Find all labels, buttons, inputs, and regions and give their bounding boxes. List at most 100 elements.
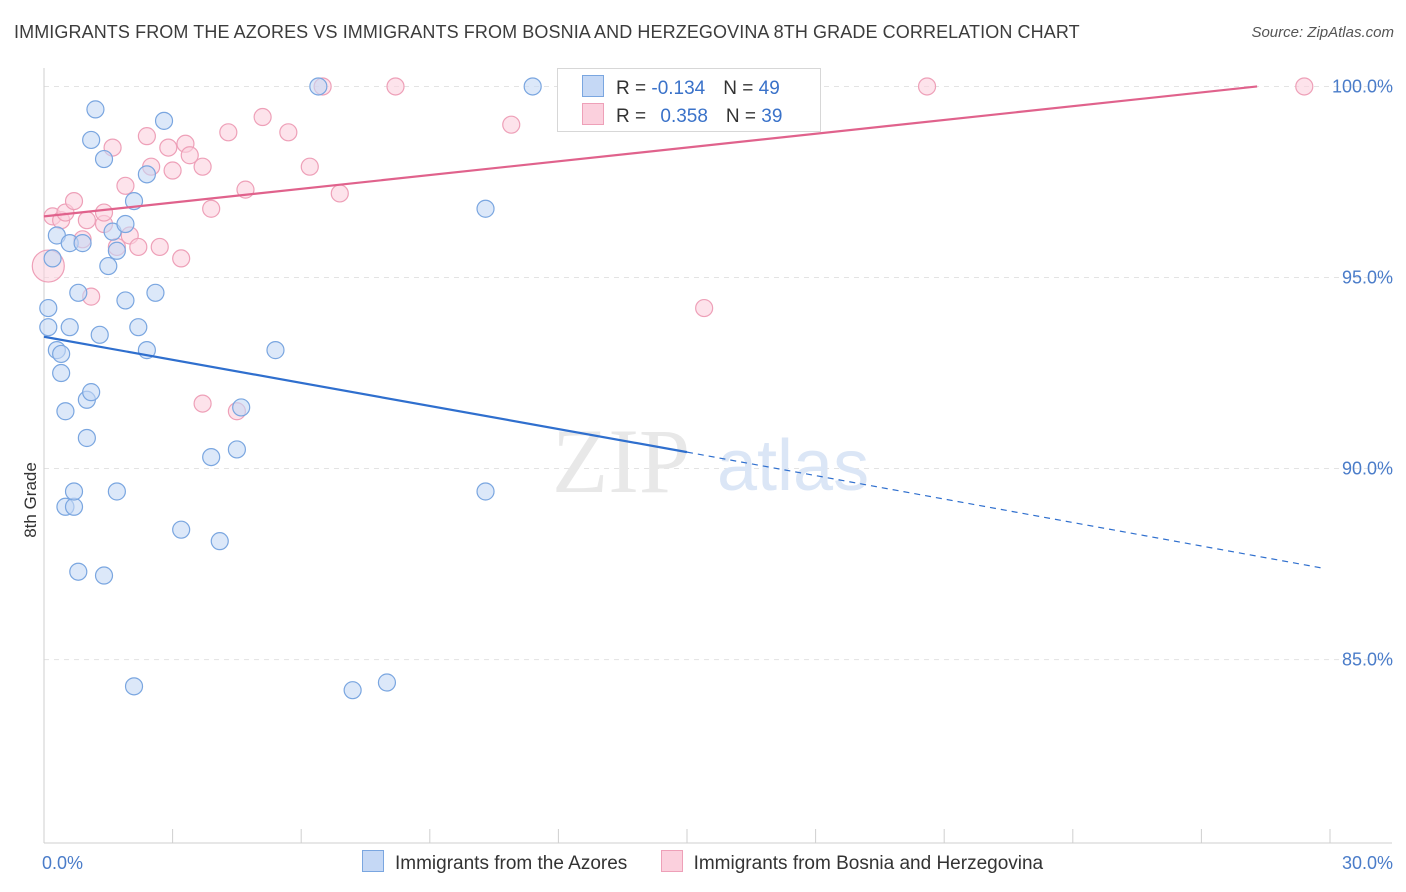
bosnia-point: [94, 203, 114, 222]
azores-point: [266, 341, 285, 360]
azores-point: [107, 482, 126, 501]
azores-point: [52, 344, 71, 364]
legend-r-label-bosnia: R =: [616, 106, 652, 127]
azores-point: [64, 497, 84, 516]
legend-item-azores[interactable]: Immigrants from the Azores: [362, 850, 627, 875]
bosnia-point: [300, 157, 319, 176]
azores-point: [146, 283, 165, 302]
watermark: ZIP atlas: [552, 410, 869, 512]
azores-point: [94, 566, 114, 585]
azores-point: [52, 363, 71, 383]
legend-r-label-azores: R =: [616, 78, 652, 99]
series-bosnia-points: [31, 77, 1314, 421]
chart-title: IMMIGRANTS FROM THE AZORES VS IMMIGRANTS…: [14, 22, 1080, 42]
azores-point: [73, 234, 92, 253]
bosnia-trend-line: [43, 85, 1258, 218]
bosnia-point: [695, 298, 714, 318]
legend-swatch-azores: [582, 75, 604, 97]
azores-point: [137, 165, 156, 184]
bosnia-point: [502, 115, 521, 134]
legend-n-label-bosnia: N =: [725, 106, 762, 127]
trend-lines: [43, 85, 1322, 569]
legend-swatch-bosnia-bottom: [660, 850, 683, 872]
azores-point: [202, 447, 221, 467]
bosnia-point: [150, 237, 169, 257]
bosnia-point: [202, 199, 221, 218]
azores-point: [77, 428, 96, 448]
azores-trend-line: [43, 335, 688, 454]
azores-point: [523, 77, 542, 96]
y-tick-label-0: 100.0%: [1332, 76, 1393, 96]
y-tick-label-2: 90.0%: [1342, 459, 1393, 479]
azores-point: [343, 681, 362, 700]
azores-point: [39, 298, 58, 318]
azores-point: [86, 100, 105, 119]
azores-point: [90, 325, 109, 344]
y-axis-label: 8th Grade: [21, 462, 40, 538]
azores-point: [56, 402, 75, 421]
azores-point: [476, 482, 495, 501]
bosnia-point: [253, 107, 272, 127]
bosnia-point: [330, 184, 349, 203]
legend-item-bosnia[interactable]: Immigrants from Bosnia and Herzegovina: [660, 850, 1044, 875]
x-tick-label-1: 30.0%: [1342, 853, 1393, 873]
legend-swatch-bosnia: [582, 103, 604, 125]
azores-point: [232, 398, 251, 417]
azores-point: [116, 214, 135, 234]
watermark-atlas: atlas: [717, 426, 869, 506]
azores-point: [69, 283, 88, 302]
bosnia-point: [193, 394, 212, 413]
axes: [43, 68, 1392, 844]
bosnia-point: [77, 211, 96, 230]
watermark-zip: ZIP: [552, 410, 690, 512]
bosnia-point: [116, 176, 135, 195]
bosnia-point: [180, 146, 199, 165]
azores-point: [154, 111, 174, 130]
azores-point: [309, 77, 328, 96]
bosnia-point: [219, 123, 238, 142]
azores-point: [227, 440, 246, 459]
legend-r-value-azores: -0.134: [651, 78, 706, 99]
bosnia-point: [64, 191, 84, 211]
bosnia-point: [137, 127, 156, 146]
bosnia-point: [193, 157, 212, 176]
bosnia-point: [159, 138, 178, 157]
legend-label-azores: Immigrants from the Azores: [395, 853, 628, 874]
azores-point: [129, 318, 148, 337]
bosnia-point: [917, 77, 937, 96]
azores-point: [94, 149, 114, 169]
azores-point: [210, 532, 229, 551]
source-label: Source: ZipAtlas.com: [1251, 24, 1394, 41]
legend-row-azores: R = -0.134 N = 49: [582, 75, 780, 101]
correlation-legend: R = -0.134 N = 49 R = 0.358 N = 39: [557, 68, 821, 132]
azores-point: [476, 199, 495, 218]
y-tick-label-1: 95.0%: [1342, 268, 1393, 288]
legend-r-value-bosnia: 0.358: [660, 106, 708, 127]
azores-point: [107, 241, 126, 260]
azores-point: [172, 520, 191, 539]
tick-labels: 100.0% 95.0% 90.0% 85.0% 0.0% 30.0%: [42, 76, 1393, 873]
bosnia-point: [1295, 77, 1314, 96]
bosnia-point: [172, 249, 191, 268]
legend-n-value-azores: 49: [758, 78, 780, 99]
legend-label-bosnia: Immigrants from Bosnia and Herzegovina: [693, 853, 1044, 874]
azores-point: [39, 318, 58, 337]
azores-point: [82, 383, 101, 402]
series-azores-points: [39, 77, 542, 700]
legend-n-value-bosnia: 39: [761, 106, 783, 127]
azores-point: [116, 291, 135, 310]
azores-trend-extension: [686, 451, 1322, 569]
bosnia-point: [386, 77, 405, 96]
azores-point: [43, 249, 62, 268]
series-legend: Immigrants from the Azores Immigrants fr…: [362, 850, 1071, 875]
azores-point: [124, 677, 144, 696]
bosnia-point: [279, 123, 298, 142]
azores-point: [99, 256, 118, 276]
azores-point: [82, 130, 101, 150]
x-tick-label-0: 0.0%: [42, 853, 83, 873]
bosnia-point: [163, 161, 182, 180]
azores-point: [69, 562, 88, 581]
azores-point: [60, 318, 79, 337]
legend-swatch-azores-bottom: [362, 850, 384, 872]
